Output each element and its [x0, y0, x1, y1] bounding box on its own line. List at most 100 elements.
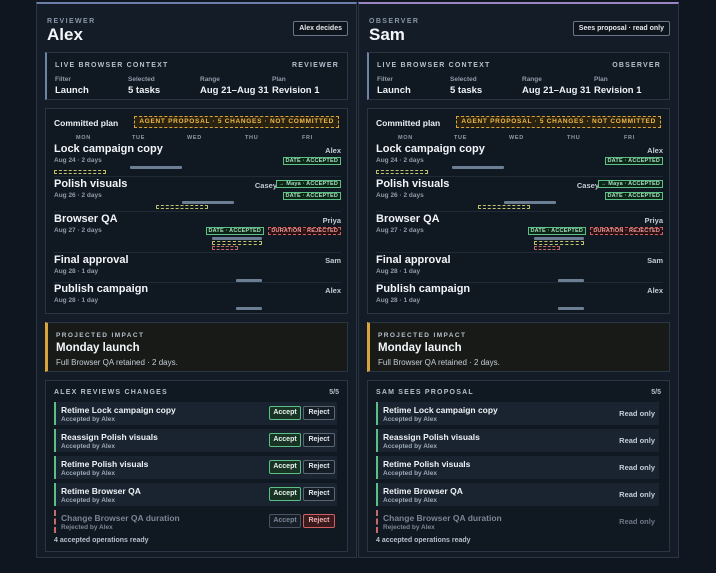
- date-accepted-chip: DATE · ACCEPTED: [282, 157, 341, 165]
- context-role: REVIEWER: [292, 62, 339, 69]
- task-name: Publish campaign: [376, 283, 471, 295]
- committed-plan: Committed plan AGENT PROPOSAL · 5 CHANGE…: [367, 108, 670, 314]
- date-accepted-chip: DATE · ACCEPTED: [282, 192, 341, 200]
- context-selected: Selected 5 tasks: [450, 76, 482, 96]
- context-filter-value: Launch: [377, 85, 411, 96]
- reject-button[interactable]: Reject: [303, 460, 335, 474]
- operation-status: Accepted by Alex: [383, 443, 437, 450]
- operation-item: Retime Lock campaign copy Accepted by Al…: [376, 402, 659, 425]
- task-name: Final approval: [54, 254, 129, 266]
- task-date: Aug 24 · 2 days: [376, 157, 424, 164]
- accept-button[interactable]: Accept: [269, 487, 301, 501]
- task-date: Aug 26 · 2 days: [54, 192, 102, 199]
- context-selected: Selected 5 tasks: [128, 76, 160, 96]
- reviewer-panel: REVIEWER Alex Alex decides LIVE BROWSER …: [36, 2, 357, 558]
- operation-title: Retime Polish visuals: [61, 459, 149, 469]
- current-bar: [236, 307, 262, 310]
- context-range: Range Aug 21–Aug 31: [200, 76, 269, 96]
- task-row[interactable]: Final approval Aug 28 · 1 day Sam: [376, 253, 663, 283]
- current-bar: [130, 166, 182, 169]
- browser-context: LIVE BROWSER CONTEXT OBSERVER Filter Laun…: [367, 52, 670, 100]
- task-name: Final approval: [376, 254, 451, 266]
- proposal-badge: AGENT PROPOSAL · 5 CHANGES · NOT COMMITT…: [134, 116, 339, 128]
- operation-title: Reassign Polish visuals: [61, 432, 158, 442]
- operation-title: Retime Browser QA: [383, 486, 463, 496]
- task-row[interactable]: Publish campaign Aug 28 · 1 day Alex: [376, 283, 663, 311]
- task-date: Aug 28 · 1 day: [376, 268, 421, 275]
- projected-impact: PROJECTED IMPACT Monday launch Full Brow…: [367, 322, 670, 372]
- reject-button[interactable]: Reject: [303, 514, 335, 528]
- panel-person: Alex: [47, 25, 83, 44]
- committed-plan: Committed plan AGENT PROPOSAL · 5 CHANGE…: [45, 108, 348, 314]
- plan-title: Committed plan: [54, 118, 119, 128]
- context-selected-value: 5 tasks: [128, 85, 161, 96]
- reassign-accepted-chip: → Maya · ACCEPTED: [275, 180, 341, 188]
- current-bar: [182, 201, 234, 204]
- context-plan-label: Plan: [272, 76, 286, 83]
- task-owner: Sam: [647, 256, 663, 265]
- duration-rejected-chip: DURATION · REJECTED: [268, 227, 341, 235]
- task-owner: Priya: [322, 216, 341, 225]
- context-title: LIVE BROWSER CONTEXT: [377, 62, 491, 69]
- task-row[interactable]: Polish visuals Aug 26 · 2 days Casey → M…: [54, 178, 341, 212]
- accept-button[interactable]: Accept: [269, 433, 301, 447]
- day-fri: FRI: [624, 135, 635, 141]
- context-plan: Plan Revision 1: [272, 76, 320, 96]
- context-plan-value: Revision 1: [594, 85, 642, 96]
- context-plan-value: Revision 1: [272, 85, 320, 96]
- day-fri: FRI: [302, 135, 313, 141]
- operation-status: Accepted by Alex: [61, 470, 115, 477]
- proposed-bar: [156, 205, 208, 209]
- role-badge: Sees proposal · read only: [572, 21, 670, 36]
- operation-item: Retime Browser QA Accepted by Alex Accep…: [54, 483, 337, 506]
- operation-item-rejected: Change Browser QA duration Rejected by A…: [376, 510, 659, 533]
- day-wed: WED: [187, 135, 202, 141]
- context-plan: Plan Revision 1: [594, 76, 642, 96]
- operation-status: Accepted by Alex: [383, 416, 437, 423]
- current-bar: [534, 237, 584, 240]
- observer-panel: OBSERVER Sam Sees proposal · read only L…: [358, 2, 679, 558]
- task-row[interactable]: Lock campaign copy Aug 24 · 2 days Alex …: [376, 143, 663, 177]
- context-range-value: Aug 21–Aug 31: [200, 85, 269, 96]
- impact-label: PROJECTED IMPACT: [378, 332, 467, 339]
- accept-button[interactable]: Accept: [269, 460, 301, 474]
- task-name: Polish visuals: [54, 178, 128, 190]
- rejected-duration-bar: [534, 246, 560, 250]
- task-owner: Alex: [647, 286, 663, 295]
- operation-title: Retime Lock campaign copy: [61, 405, 176, 415]
- task-name: Publish campaign: [54, 283, 149, 295]
- date-accepted-chip: DATE · ACCEPTED: [527, 227, 586, 235]
- task-row[interactable]: Final approval Aug 28 · 1 day Sam: [54, 253, 341, 283]
- proposed-bar: [212, 241, 262, 245]
- task-name: Polish visuals: [376, 178, 450, 190]
- day-thu: THU: [245, 135, 259, 141]
- operation-status: Accepted by Alex: [383, 470, 437, 477]
- task-row[interactable]: Lock campaign copy Aug 24 · 2 days Alex …: [54, 143, 341, 177]
- task-row[interactable]: Publish campaign Aug 28 · 1 day Alex: [54, 283, 341, 311]
- proposal-badge: AGENT PROPOSAL · 5 CHANGES · NOT COMMITT…: [456, 116, 661, 128]
- reject-button[interactable]: Reject: [303, 433, 335, 447]
- operation-item: Retime Polish visuals Accepted by Alex R…: [376, 456, 659, 479]
- task-row[interactable]: Browser QA Aug 27 · 2 days Priya DATE · …: [376, 213, 663, 253]
- context-filter-value: Launch: [55, 85, 89, 96]
- task-row[interactable]: Browser QA Aug 27 · 2 days Priya DATE · …: [54, 213, 341, 253]
- context-plan-label: Plan: [594, 76, 608, 83]
- operation-status: Accepted by Alex: [61, 416, 115, 423]
- operation-title: Retime Polish visuals: [383, 459, 471, 469]
- operation-status: Accepted by Alex: [383, 497, 437, 504]
- task-date: Aug 27 · 2 days: [54, 227, 102, 234]
- date-accepted-chip: DATE · ACCEPTED: [604, 157, 663, 165]
- current-bar: [558, 307, 584, 310]
- task-row[interactable]: Polish visuals Aug 26 · 2 days Casey → M…: [376, 178, 663, 212]
- operation-status: Rejected by Alex: [383, 524, 435, 531]
- accept-button[interactable]: Accept: [269, 406, 301, 420]
- accept-button[interactable]: Accept: [269, 514, 301, 528]
- operation-title: Retime Browser QA: [61, 486, 141, 496]
- context-filter-label: Filter: [377, 76, 393, 83]
- reject-button[interactable]: Reject: [303, 406, 335, 420]
- reject-button[interactable]: Reject: [303, 487, 335, 501]
- operation-status: Accepted by Alex: [61, 443, 115, 450]
- plan-title: Committed plan: [376, 118, 441, 128]
- day-wed: WED: [509, 135, 524, 141]
- operation-status: Rejected by Alex: [61, 524, 113, 531]
